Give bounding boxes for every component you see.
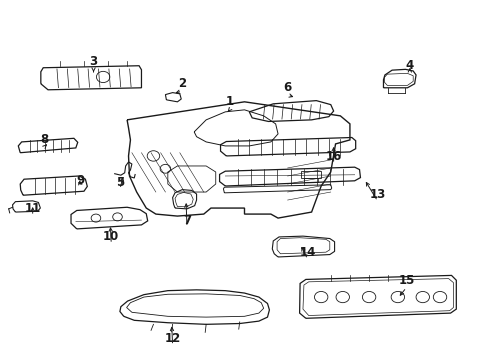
Text: 14: 14 (299, 246, 315, 259)
Text: 3: 3 (89, 55, 98, 68)
Text: 7: 7 (183, 213, 191, 226)
Bar (304, 177, 318, 181)
Text: 10: 10 (103, 230, 119, 243)
Text: 6: 6 (283, 81, 291, 94)
Text: 16: 16 (325, 150, 341, 163)
Text: 9: 9 (76, 174, 84, 186)
Text: 4: 4 (405, 59, 413, 72)
Text: 12: 12 (164, 332, 181, 345)
Bar (301, 171, 321, 177)
Text: 15: 15 (397, 274, 414, 287)
Text: 11: 11 (24, 202, 41, 215)
Text: 8: 8 (40, 134, 48, 147)
Text: 2: 2 (178, 77, 186, 90)
Text: 1: 1 (225, 95, 234, 108)
Text: 5: 5 (116, 176, 124, 189)
Text: 13: 13 (369, 188, 385, 201)
